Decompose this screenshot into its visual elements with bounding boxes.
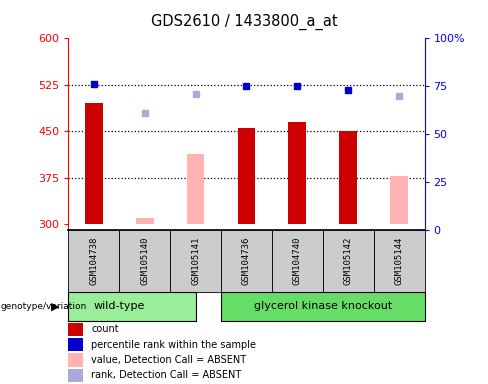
Text: GSM105144: GSM105144	[395, 237, 404, 285]
Text: GSM105142: GSM105142	[344, 237, 353, 285]
Text: value, Detection Call = ABSENT: value, Detection Call = ABSENT	[91, 355, 246, 365]
Bar	[339, 131, 357, 224]
FancyBboxPatch shape	[221, 292, 425, 321]
FancyBboxPatch shape	[272, 230, 323, 292]
Bar	[288, 122, 306, 224]
Bar	[68, 323, 82, 336]
Bar	[136, 218, 154, 224]
Bar	[390, 176, 408, 224]
Bar	[68, 353, 82, 367]
Text: percentile rank within the sample: percentile rank within the sample	[91, 340, 257, 350]
Bar	[68, 369, 82, 382]
Text: genotype/variation: genotype/variation	[1, 302, 87, 311]
Text: wild-type: wild-type	[94, 301, 145, 311]
FancyBboxPatch shape	[221, 230, 272, 292]
Text: count: count	[91, 324, 119, 334]
Text: GSM104736: GSM104736	[242, 237, 251, 285]
Bar	[186, 154, 204, 224]
Bar	[85, 103, 102, 224]
FancyBboxPatch shape	[323, 230, 374, 292]
FancyBboxPatch shape	[68, 230, 119, 292]
Text: GSM105141: GSM105141	[191, 237, 200, 285]
Text: GSM105140: GSM105140	[140, 237, 149, 285]
FancyBboxPatch shape	[374, 230, 425, 292]
Text: rank, Detection Call = ABSENT: rank, Detection Call = ABSENT	[91, 371, 242, 381]
FancyBboxPatch shape	[170, 230, 221, 292]
Text: GSM104738: GSM104738	[89, 237, 98, 285]
Text: glycerol kinase knockout: glycerol kinase knockout	[254, 301, 392, 311]
Text: GDS2610 / 1433800_a_at: GDS2610 / 1433800_a_at	[151, 13, 337, 30]
FancyBboxPatch shape	[68, 292, 196, 321]
Bar	[238, 128, 255, 224]
FancyBboxPatch shape	[119, 230, 170, 292]
Text: ▶: ▶	[51, 301, 59, 311]
Bar	[68, 338, 82, 351]
Text: GSM104740: GSM104740	[293, 237, 302, 285]
